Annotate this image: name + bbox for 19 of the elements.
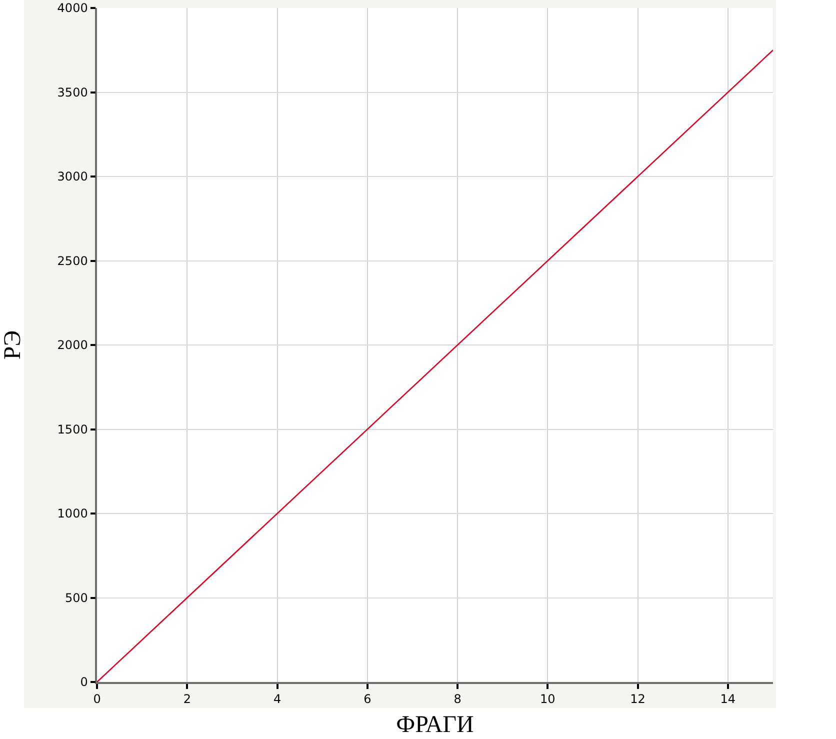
y-tick-label: 4000 [57, 1, 88, 16]
y-tick-label: 3000 [57, 170, 88, 184]
x-tick-label: 6 [364, 692, 372, 706]
y-tick-label: 1000 [57, 506, 88, 521]
y-tick-label: 2500 [57, 254, 88, 268]
x-axis-title: ФРАГИ [396, 712, 474, 738]
x-tick-label: 14 [720, 692, 736, 706]
x-tick-label: 2 [183, 692, 191, 706]
x-tick-label: 8 [454, 692, 462, 706]
y-tick-label: 3500 [57, 85, 88, 100]
x-tick-label: 4 [273, 692, 282, 706]
y-tick-label: 500 [64, 590, 88, 605]
y-axis-title: РЭ [0, 330, 26, 360]
x-tick-label: 10 [540, 692, 556, 706]
y-tick-label: 2000 [57, 338, 88, 352]
x-tick-label: 12 [630, 692, 646, 706]
y-tick-label: 0 [80, 675, 88, 690]
x-tick-label: 0 [93, 692, 101, 706]
y-tick-label: 1500 [57, 422, 88, 436]
